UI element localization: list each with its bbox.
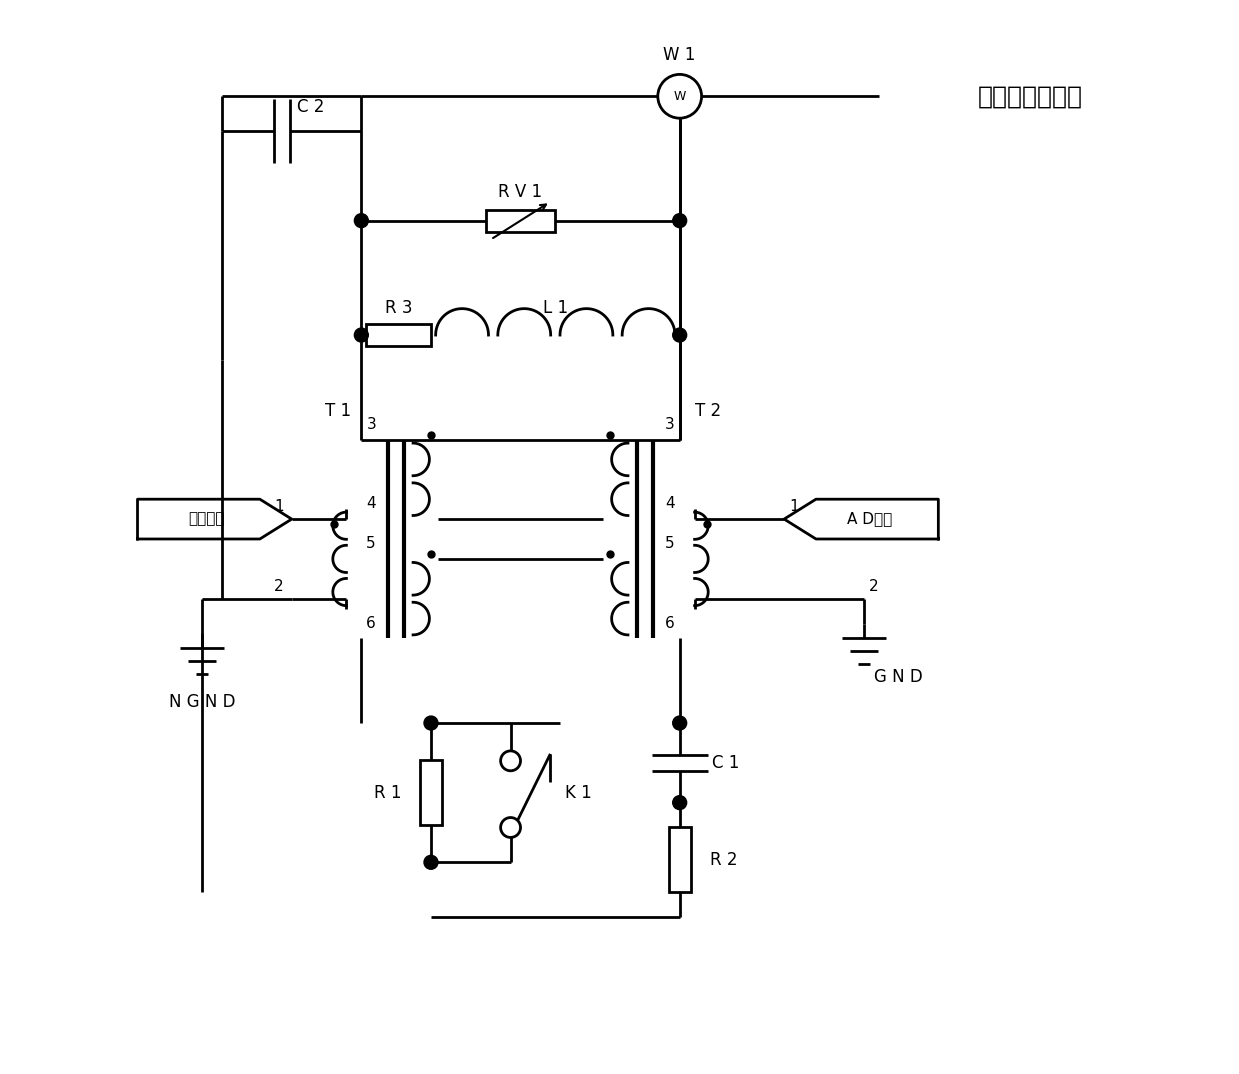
Text: L 1: L 1: [543, 300, 567, 317]
Text: 发射脉冲: 发射脉冲: [188, 511, 225, 526]
Bar: [420, 760, 442, 825]
Bar: [669, 827, 690, 892]
Circle shape: [658, 74, 701, 118]
Circle shape: [354, 328, 368, 342]
Text: R 1: R 1: [374, 784, 401, 801]
Text: R 3: R 3: [385, 300, 413, 317]
Text: 1: 1: [789, 499, 799, 514]
Text: 3: 3: [665, 417, 675, 432]
Text: W: W: [674, 90, 686, 103]
Text: 6: 6: [367, 615, 377, 630]
Circle shape: [673, 796, 686, 810]
Text: A D采集: A D采集: [846, 511, 892, 526]
Circle shape: [673, 214, 686, 228]
Text: 4: 4: [665, 496, 675, 511]
Text: 2: 2: [869, 579, 878, 594]
Text: 3: 3: [367, 417, 377, 432]
Text: 4: 4: [367, 496, 375, 511]
Text: 2: 2: [274, 579, 284, 594]
Text: R V 1: R V 1: [498, 183, 543, 201]
Bar: [486, 209, 555, 232]
Text: T 2: T 2: [695, 402, 721, 420]
Bar: [367, 324, 431, 346]
Text: W 1: W 1: [664, 46, 696, 64]
Text: 5: 5: [367, 536, 375, 551]
Text: K 1: K 1: [565, 784, 592, 801]
Circle shape: [354, 214, 368, 228]
Circle shape: [673, 716, 686, 730]
Circle shape: [501, 751, 520, 771]
Text: R 2: R 2: [710, 851, 737, 869]
Text: T 1: T 1: [326, 402, 352, 420]
Text: 注入电缆测量端: 注入电缆测量端: [978, 84, 1083, 108]
Circle shape: [501, 817, 520, 838]
Text: G N D: G N D: [873, 668, 922, 686]
Circle shape: [424, 855, 437, 869]
Text: N G N D: N G N D: [169, 693, 235, 711]
Text: 5: 5: [665, 536, 675, 551]
Text: 1: 1: [274, 499, 284, 514]
Circle shape: [673, 328, 686, 342]
Text: C 2: C 2: [296, 98, 325, 116]
Text: C 1: C 1: [711, 754, 738, 772]
Circle shape: [424, 716, 437, 730]
Text: 6: 6: [665, 615, 675, 630]
